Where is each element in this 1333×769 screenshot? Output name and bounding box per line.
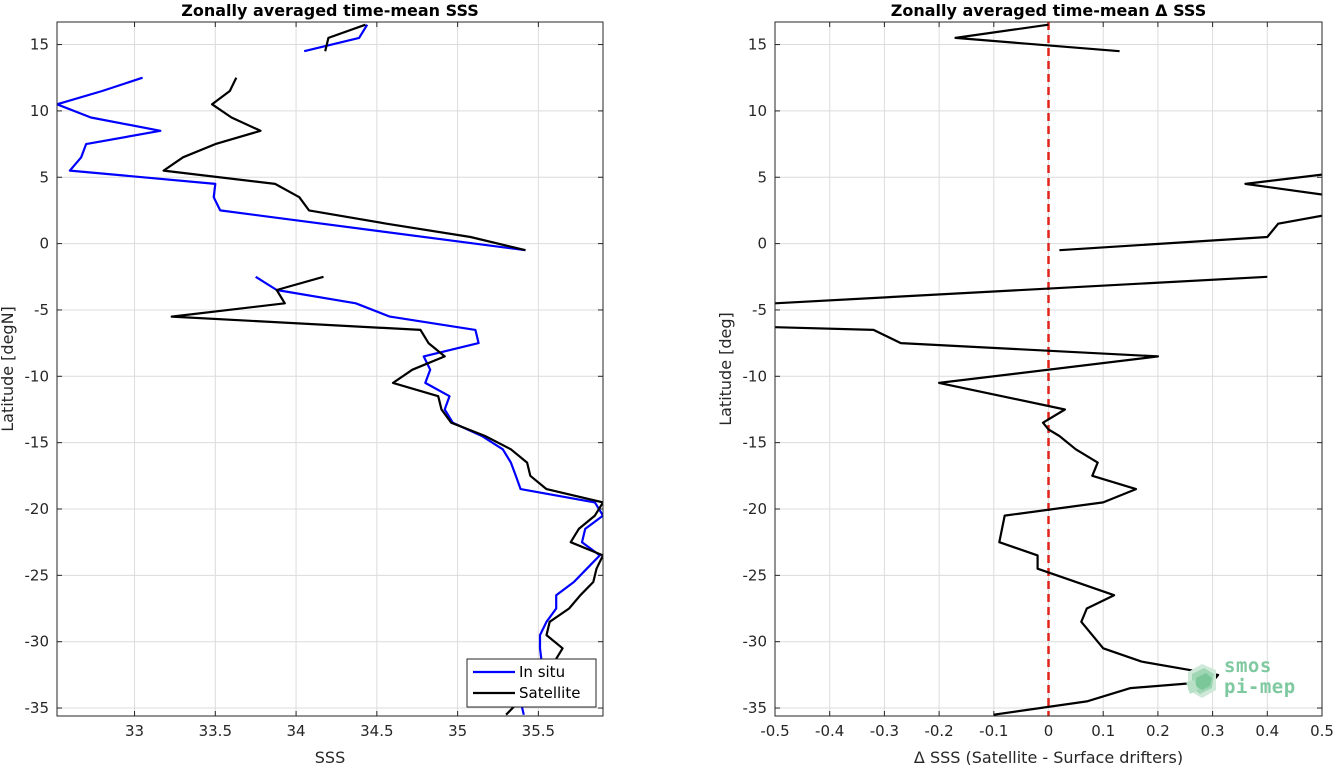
y-tick-label: -20 bbox=[743, 500, 768, 518]
x-tick-label: 0.4 bbox=[1255, 722, 1279, 740]
chart-1: 33 33.5 34 34.5 35 35.5 15 10 5 0 -5 -10 -15 -20 -25 -3… bbox=[0, 1, 603, 765]
x-axis-label: SSS bbox=[315, 748, 345, 765]
logo-mark-icon bbox=[1184, 660, 1220, 700]
x-tick-label: 0.2 bbox=[1146, 722, 1170, 740]
x-tick-label: 34 bbox=[287, 722, 306, 740]
y-tick-label: -15 bbox=[743, 434, 768, 452]
x-tick-label: 0.3 bbox=[1201, 722, 1225, 740]
legend-label: In situ bbox=[519, 663, 565, 681]
y-tick-label: -25 bbox=[25, 566, 50, 584]
y-tick-label: 10 bbox=[30, 102, 49, 120]
y-tick-label: -35 bbox=[743, 699, 768, 717]
x-tick-label: -0.3 bbox=[870, 722, 899, 740]
x-tick-label: 35 bbox=[448, 722, 467, 740]
y-tick-label: -15 bbox=[25, 434, 50, 452]
x-tick-label: 0 bbox=[1044, 722, 1054, 740]
x-tick-label: -0.2 bbox=[924, 722, 953, 740]
x-axis-label: Δ SSS (Satellite - Surface drifters) bbox=[914, 748, 1183, 765]
y-tick-label: -10 bbox=[25, 367, 50, 385]
y-tick-label: 5 bbox=[757, 168, 767, 186]
y-tick-label: -20 bbox=[25, 500, 50, 518]
y-tick-label: 5 bbox=[39, 168, 49, 186]
logo-line-pimep: pi-mep bbox=[1224, 677, 1296, 698]
y-axis-label: Latitude [deg] bbox=[716, 312, 735, 426]
x-tick-label: -0.5 bbox=[760, 722, 789, 740]
y-tick-label: -5 bbox=[34, 301, 49, 319]
x-tick-label: -0.4 bbox=[815, 722, 844, 740]
chart-2: -0.5 -0.4 -0.3 -0.2 -0.1 0 0.1 0.2 0.3 0.4 0.5 15 10… bbox=[716, 1, 1333, 765]
x-tick-label: 0.1 bbox=[1091, 722, 1115, 740]
x-tick-label: 33 bbox=[125, 722, 144, 740]
chart-title: Zonally averaged time-mean SSS bbox=[181, 1, 479, 20]
x-tick-label: 0.5 bbox=[1310, 722, 1333, 740]
x-tick-label: 35.5 bbox=[522, 722, 555, 740]
y-tick-label: 0 bbox=[39, 235, 49, 253]
y-tick-label: -35 bbox=[25, 699, 50, 717]
logo-line-smos: smos bbox=[1224, 656, 1296, 677]
smos-pi-mep-logo: smos pi-mep bbox=[1182, 656, 1322, 706]
y-tick-label: -5 bbox=[752, 301, 767, 319]
y-tick-label: -10 bbox=[743, 367, 768, 385]
y-tick-label: 0 bbox=[757, 235, 767, 253]
y-axis-label: Latitude [degN] bbox=[0, 306, 17, 432]
x-tick-label: -0.1 bbox=[979, 722, 1008, 740]
y-tick-label: 10 bbox=[748, 102, 767, 120]
legend: In situ Satellite bbox=[467, 659, 596, 707]
chart-title: Zonally averaged time-mean Δ SSS bbox=[891, 1, 1207, 20]
y-tick-label: -30 bbox=[743, 633, 768, 651]
y-tick-label: -25 bbox=[743, 566, 768, 584]
x-tick-label: 34.5 bbox=[360, 722, 393, 740]
logo-text: smos pi-mep bbox=[1224, 656, 1296, 698]
y-tick-label: 15 bbox=[748, 36, 767, 54]
y-tick-label: 15 bbox=[30, 36, 49, 54]
legend-label: Satellite bbox=[519, 684, 580, 702]
y-tick-label: -30 bbox=[25, 633, 50, 651]
x-tick-label: 33.5 bbox=[199, 722, 232, 740]
